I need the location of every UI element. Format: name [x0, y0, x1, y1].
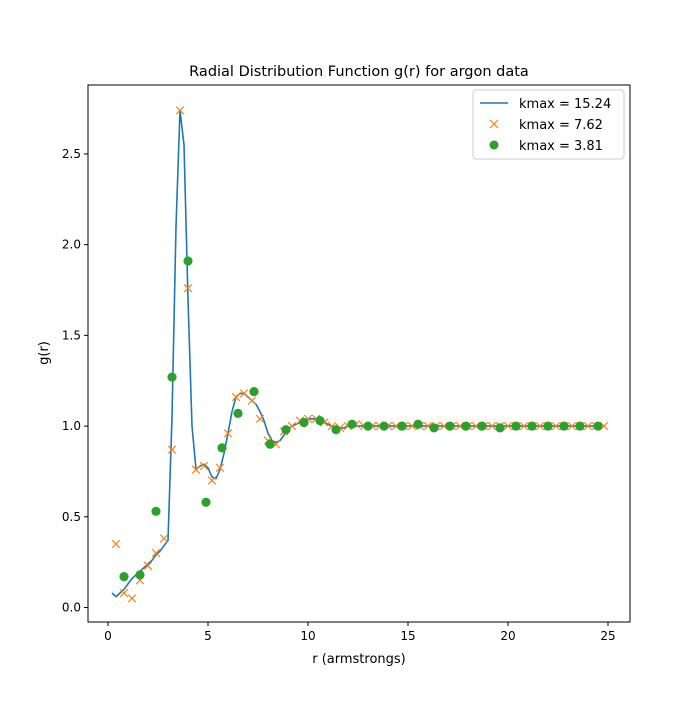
- x-marker-point: [503, 421, 513, 431]
- x-marker-point: [223, 429, 233, 438]
- dot-marker-point: [495, 423, 505, 433]
- dot-marker-point: [527, 421, 537, 431]
- x-marker-point: [127, 594, 137, 603]
- x-marker-point: [151, 548, 161, 558]
- x-marker-point: [215, 463, 225, 473]
- dot-marker-point: [429, 423, 439, 433]
- x-marker-point: [567, 421, 577, 431]
- x-tick-label: 5: [204, 629, 212, 643]
- series-layer: [111, 106, 609, 603]
- x-tick-label: 0: [104, 629, 112, 643]
- x-marker-point: [247, 396, 257, 405]
- x-marker-point: [175, 106, 185, 115]
- x-tick-label: 10: [300, 629, 315, 643]
- x-marker-point: [551, 421, 561, 431]
- series-line: [111, 109, 598, 598]
- x-tick-label: 25: [600, 629, 615, 643]
- dot-marker-point: [413, 419, 423, 429]
- dot-marker-point: [477, 421, 487, 431]
- dot-marker-point: [265, 439, 275, 449]
- legend-label-kmax-7-62: kmax = 7.62: [519, 118, 603, 133]
- dot-marker-point: [249, 386, 259, 397]
- y-axis-label: g(r): [37, 341, 52, 365]
- series-dot: [119, 256, 603, 582]
- y-tick-label: 2.0: [62, 238, 81, 252]
- dot-marker-point: [593, 421, 603, 431]
- x-marker-point: [159, 534, 169, 543]
- legend-label-kmax-15-24: kmax = 15.24: [519, 97, 611, 112]
- x-marker-point: [535, 421, 545, 431]
- dot-marker-point: [167, 372, 177, 382]
- x-marker-point: [583, 421, 593, 431]
- dot-marker-point: [559, 421, 569, 431]
- dot-marker-point: [299, 417, 309, 428]
- dot-marker-point: [151, 506, 161, 516]
- y-tick-label: 0.0: [62, 600, 81, 614]
- x-marker-point: [183, 283, 193, 293]
- x-axis-label: r (armstrongs): [312, 652, 406, 667]
- x-marker-point: [167, 445, 177, 454]
- y-tick-label: 1.5: [62, 328, 81, 342]
- dot-marker-point: [217, 443, 227, 453]
- legend-box: [472, 89, 625, 160]
- x-marker-point: [111, 539, 121, 549]
- x-marker-point: [487, 421, 497, 431]
- dot-marker-point: [445, 421, 455, 431]
- series-line-kmax-15-24: [111, 109, 598, 598]
- dot-marker-point: [543, 421, 553, 431]
- dot-marker-point: [119, 572, 129, 582]
- x-marker-point: [199, 461, 209, 471]
- x-marker-point: [119, 588, 129, 598]
- dot-marker-point: [347, 419, 357, 429]
- dot-marker-point: [183, 256, 193, 266]
- x-tick-label: 20: [500, 629, 515, 643]
- y-tick-label: 1.0: [62, 419, 81, 433]
- x-marker-point: [519, 421, 529, 431]
- legend-dot-marker: [489, 140, 499, 150]
- y-axis-ticks: 0.0 0.5 1.0 1.5 2.0 2.5: [62, 147, 88, 614]
- dot-marker-point: [331, 425, 341, 435]
- legend: kmax = 15.24 kmax = 7.62 kmax = 3.81: [472, 89, 625, 160]
- dot-marker-point: [281, 425, 291, 435]
- dot-marker-point: [233, 408, 243, 418]
- dot-marker-point: [461, 421, 471, 431]
- x-marker-point: [231, 392, 241, 402]
- x-marker-point: [191, 465, 201, 474]
- dot-marker-point: [511, 421, 521, 431]
- plot-area: 0 5 10 15 20 25 0.0 0.5 1.0 1.5 2.0 2.5: [62, 84, 631, 643]
- dot-marker-point: [363, 421, 373, 431]
- x-marker-point: [255, 414, 265, 424]
- chart-title: Radial Distribution Function g(r) for ar…: [189, 64, 529, 80]
- x-marker-point: [207, 476, 217, 485]
- dot-marker-point: [315, 416, 325, 426]
- plot-frame: [87, 84, 631, 623]
- dot-marker-point: [397, 421, 407, 431]
- x-marker-point: [239, 389, 249, 398]
- dot-marker-point: [379, 421, 389, 431]
- dot-marker-point: [575, 421, 585, 431]
- x-tick-label: 15: [400, 629, 415, 643]
- x-axis-ticks: 0 5 10 15 20 25: [104, 622, 616, 643]
- y-tick-label: 2.5: [62, 147, 81, 161]
- dot-marker-point: [201, 497, 211, 507]
- dot-marker-point: [135, 570, 145, 580]
- legend-x-marker: [489, 119, 499, 129]
- legend-label-kmax-3-81: kmax = 3.81: [519, 139, 603, 154]
- x-marker-point: [143, 561, 153, 570]
- y-tick-label: 0.5: [62, 510, 81, 524]
